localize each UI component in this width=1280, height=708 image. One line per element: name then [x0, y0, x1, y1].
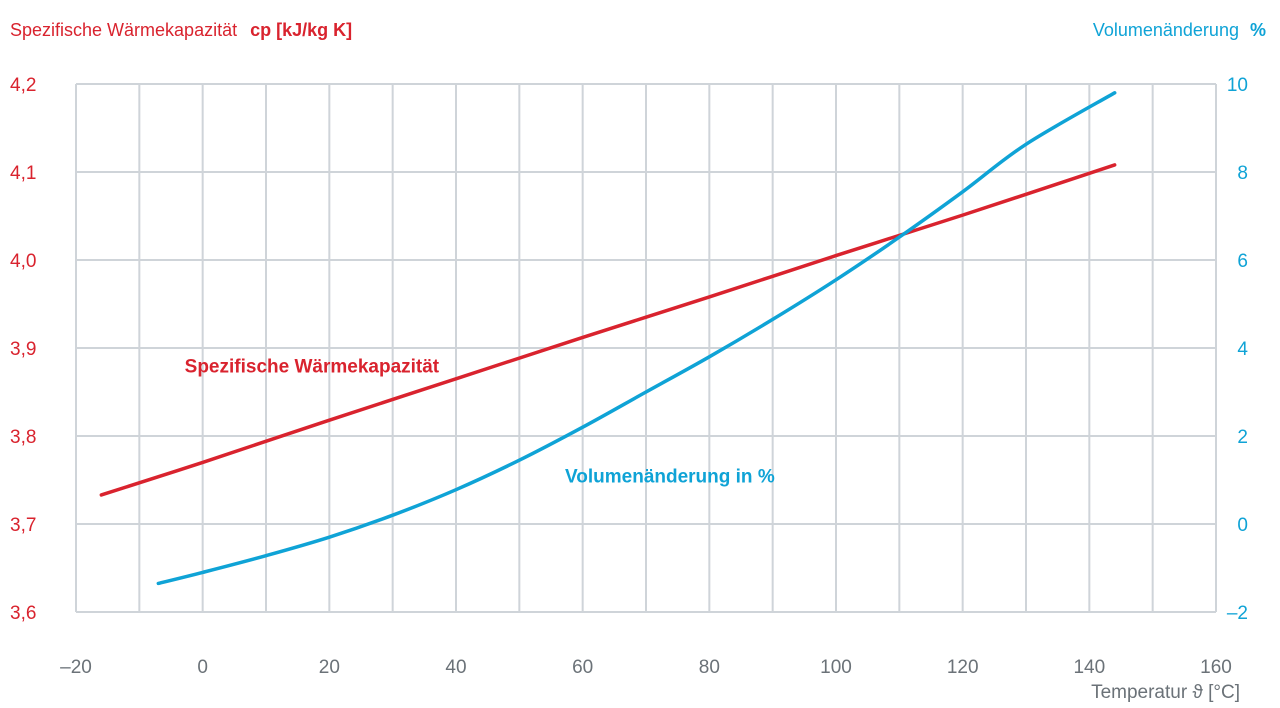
right-tick-label: 8 [1237, 163, 1248, 184]
grid [75, 83, 1217, 613]
x-tick-label: 120 [947, 657, 979, 678]
left-tick-label: 4,1 [10, 163, 36, 184]
right-tick-label: 6 [1237, 251, 1248, 272]
x-tick-label: 40 [445, 657, 466, 678]
x-tick-label: 100 [820, 657, 852, 678]
left-tick-label: 3,9 [10, 339, 36, 360]
left-axis-title: Spezifische Wärmekapazität cp [kJ/kg K] [10, 20, 352, 40]
x-tick-label: 140 [1073, 657, 1105, 678]
x-tick-label: 160 [1200, 657, 1232, 678]
right-tick-label: 2 [1237, 427, 1248, 448]
x-tick-label: 0 [197, 657, 208, 678]
left-axis-title-text: Spezifische Wärmekapazität [10, 20, 237, 40]
x-tick-label: 80 [699, 657, 720, 678]
right-axis-title-unit: % [1250, 20, 1266, 40]
x-tick-label: 60 [572, 657, 593, 678]
right-axis-title-text: Volumenänderung [1093, 20, 1239, 40]
x-tick-label: –20 [60, 657, 92, 678]
left-tick-label: 4,2 [10, 75, 36, 96]
right-tick-label: –2 [1227, 603, 1248, 624]
left-tick-label: 3,6 [10, 603, 36, 624]
right-axis-title: Volumenänderung % [1093, 20, 1266, 40]
right-tick-label: 4 [1237, 339, 1248, 360]
right-tick-label: 0 [1237, 515, 1248, 536]
right-tick-label: 10 [1227, 75, 1248, 96]
x-axis-label: Temperatur ϑ [°C] [1091, 682, 1240, 703]
series-lines [99, 91, 1117, 586]
cp-series-line [99, 163, 1117, 497]
volume-series-line [156, 91, 1117, 586]
left-tick-label: 4,0 [10, 251, 36, 272]
volume-series-label: Volumenänderung in % [565, 467, 775, 488]
left-tick-label: 3,8 [10, 427, 36, 448]
x-tick-label: 20 [319, 657, 340, 678]
left-tick-label: 3,7 [10, 515, 36, 536]
cp-series-label: Spezifische Wärmekapazität [185, 357, 440, 378]
left-axis-title-unit: cp [kJ/kg K] [250, 20, 352, 40]
